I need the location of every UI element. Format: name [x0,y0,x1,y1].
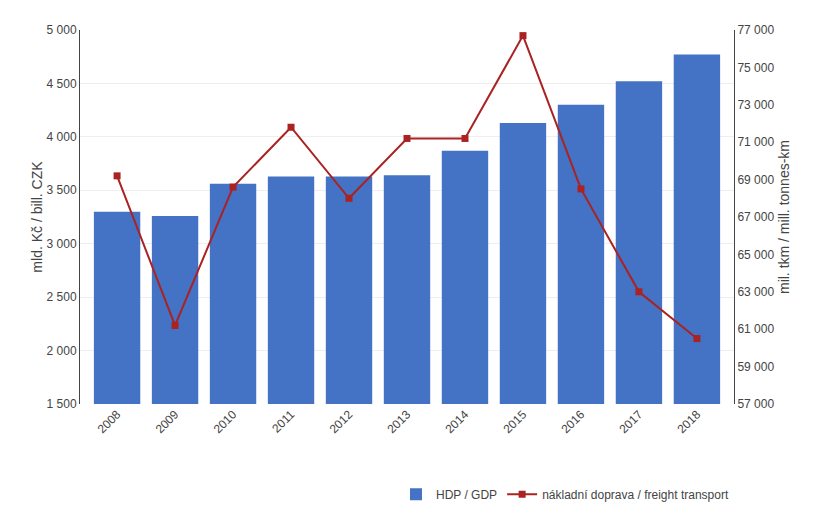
svg-text:73 000: 73 000 [737,98,774,112]
svg-text:5 000: 5 000 [47,23,77,37]
svg-text:63 000: 63 000 [737,285,774,299]
svg-text:69 000: 69 000 [737,173,774,187]
svg-text:4 500: 4 500 [47,77,77,91]
svg-text:HDP / GDP: HDP / GDP [436,488,497,502]
svg-text:2010: 2010 [211,407,240,436]
svg-text:2017: 2017 [617,407,646,436]
svg-text:2 500: 2 500 [47,290,77,304]
svg-text:2 000: 2 000 [47,344,77,358]
svg-text:2015: 2015 [501,407,530,436]
svg-text:1 500: 1 500 [47,397,77,411]
svg-text:2014: 2014 [443,407,472,436]
svg-text:2016: 2016 [559,407,588,436]
svg-text:3 000: 3 000 [47,237,77,251]
svg-text:71 000: 71 000 [737,135,774,149]
svg-text:2008: 2008 [95,407,124,436]
svg-text:2018: 2018 [675,407,704,436]
svg-text:61 000: 61 000 [737,322,774,336]
svg-text:2013: 2013 [385,407,414,436]
svg-text:nákladní doprava / freight tra: nákladní doprava / freight transport [542,488,729,502]
svg-text:2012: 2012 [327,407,356,436]
svg-text:67 000: 67 000 [737,210,774,224]
svg-text:mld. Kč / bill. CZK: mld. Kč / bill. CZK [29,161,45,273]
svg-text:2011: 2011 [269,407,297,435]
svg-text:75 000: 75 000 [737,61,774,75]
svg-text:4 000: 4 000 [47,130,77,144]
svg-text:2009: 2009 [153,407,182,436]
svg-text:3 500: 3 500 [47,183,77,197]
svg-text:77 000: 77 000 [737,23,774,37]
svg-text:mil. tkm / mill. tonnes-km: mil. tkm / mill. tonnes-km [776,140,792,294]
svg-text:57 000: 57 000 [737,397,774,411]
svg-text:65 000: 65 000 [737,248,774,262]
svg-text:59 000: 59 000 [737,360,774,374]
